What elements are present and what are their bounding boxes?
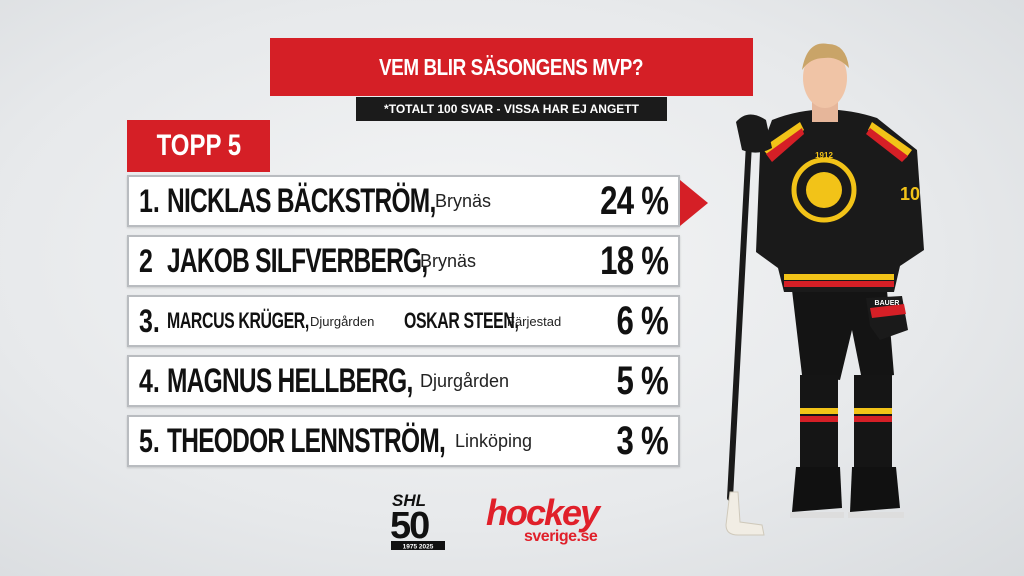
list-item: 3. MARCUS KRÜGER, Djurgården OSKAR STEEN… [127, 295, 680, 347]
top5-label: TOPP 5 [156, 129, 241, 162]
percentage: 6 % [616, 298, 669, 343]
player-name: MARCUS KRÜGER, [167, 308, 309, 333]
hockey-player-image: 1912 10 BAUER [725, 43, 924, 536]
jersey-year: 1912 [815, 151, 833, 160]
team-name: Brynäs [420, 250, 477, 271]
list-item: 2 JAKOB SILFVERBERG, Brynäs 18 % [127, 235, 680, 287]
list-item: 1. NICKLAS BÄCKSTRÖM, Brynäs 24 % [127, 175, 680, 227]
page-subtitle: *TOTALT 100 SVAR - VISSA HAR EJ ANGETT [384, 102, 639, 116]
team-name: Linköping [455, 430, 533, 451]
hockey-domain: sverige.se [524, 528, 598, 545]
list-item: 4. MAGNUS HELLBERG, Djurgården 5 % [127, 355, 680, 407]
page-title: VEM BLIR SÄSONGENS MVP? [379, 53, 644, 80]
rank: 3. [139, 302, 160, 339]
arrow-right-icon [680, 180, 708, 226]
hockeysverige-logo: hockey sverige.se [486, 492, 600, 545]
shl-number: 50 [390, 505, 429, 547]
team-name: Djurgården [420, 370, 510, 391]
player-name: THEODOR LENNSTRÖM, [167, 421, 446, 460]
team-name: Brynäs [435, 190, 492, 211]
subtitle-banner: *TOTALT 100 SVAR - VISSA HAR EJ ANGETT [356, 97, 667, 121]
rank: 4. [139, 362, 160, 399]
shl-years: 1975 2025 [403, 544, 434, 551]
top5-tab: TOPP 5 [127, 120, 270, 172]
percentage: 3 % [616, 418, 669, 463]
hockey-wordmark: hockey [486, 492, 600, 533]
rank: 2 [139, 242, 153, 279]
player-name: MAGNUS HELLBERG, [167, 361, 413, 400]
team-name-2: Färjestad [507, 313, 562, 329]
glove-brand: BAUER [875, 300, 900, 307]
player-name-2: OSKAR STEEN, [404, 308, 519, 333]
rank: 1. [139, 182, 160, 219]
player-name: NICKLAS BÄCKSTRÖM, [167, 181, 436, 220]
jersey-number: 10 [900, 184, 920, 204]
percentage: 24 % [600, 178, 669, 223]
shl-50-logo: SHL 50 1975 2025 [390, 491, 445, 551]
percentage: 18 % [600, 238, 669, 283]
team-name: Djurgården [310, 313, 375, 329]
list-item: 5. THEODOR LENNSTRÖM, Linköping 3 % [127, 415, 680, 467]
player-name: JAKOB SILFVERBERG, [167, 241, 428, 280]
percentage: 5 % [616, 358, 669, 403]
shl-text: SHL [392, 491, 426, 510]
rank: 5. [139, 422, 160, 459]
title-banner: VEM BLIR SÄSONGENS MVP? [270, 38, 753, 96]
